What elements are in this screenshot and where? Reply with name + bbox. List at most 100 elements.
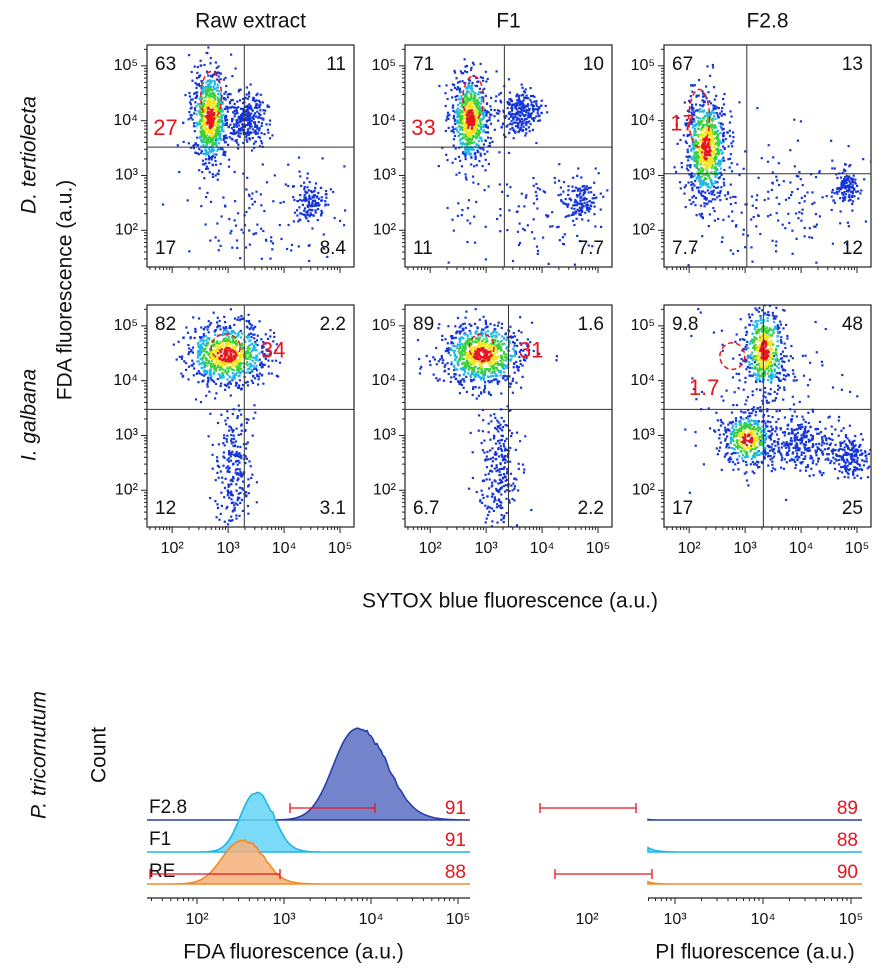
event-dot: [217, 115, 220, 119]
event-dot: [721, 107, 724, 110]
event-dot: [201, 96, 204, 99]
event-dot: [831, 188, 834, 191]
event-dot: [783, 287, 785, 289]
event-dot: [209, 373, 212, 376]
event-dot: [476, 80, 479, 83]
event-dot: [227, 340, 230, 343]
event-dot: [205, 127, 208, 130]
event-dot: [234, 471, 237, 474]
event-dot: [271, 242, 275, 245]
event-dot: [287, 223, 290, 227]
event-dot: [217, 324, 220, 327]
event-dot: [253, 337, 256, 340]
event-dot: [844, 193, 847, 196]
event-dot: [719, 190, 722, 193]
event-dot: [778, 183, 781, 187]
panel-frame: [146, 304, 355, 528]
event-dot: [247, 368, 250, 371]
quadrant-percent: 8.4: [320, 238, 347, 259]
event-dot: [257, 359, 260, 362]
event-dot: [535, 104, 538, 107]
event-dot: [723, 168, 726, 172]
event-dot: [207, 376, 210, 379]
event-dot: [208, 135, 211, 138]
event-dot: [305, 199, 308, 202]
event-dot: [211, 105, 214, 108]
event-dot: [522, 107, 525, 111]
event-dot: [787, 212, 790, 215]
event-dot: [484, 169, 487, 172]
event-dot: [248, 460, 251, 463]
event-dot: [849, 177, 852, 180]
event-dot: [320, 214, 323, 217]
event-dot: [567, 193, 570, 196]
event-dot: [189, 146, 193, 149]
event-dot: [211, 349, 214, 352]
event-dot: [214, 109, 217, 112]
event-dot: [696, 116, 700, 120]
event-dot: [230, 106, 233, 109]
event-dot: [317, 197, 321, 200]
event-dot: [230, 442, 233, 445]
event-dot: [182, 336, 185, 339]
event-dot: [693, 164, 696, 167]
event-dot: [701, 95, 705, 98]
event-dot: [252, 114, 256, 117]
event-dot: [224, 326, 228, 329]
event-dot: [239, 329, 242, 332]
event-dot: [808, 236, 811, 239]
event-dot: [307, 202, 311, 205]
event-dot: [512, 128, 515, 131]
y-tick-label: 10³: [373, 167, 397, 184]
event-dot: [522, 93, 525, 96]
event-dot: [502, 420, 506, 423]
event-dot: [206, 362, 209, 365]
event-dot: [710, 171, 713, 174]
event-dot: [254, 377, 257, 380]
event-dot: [519, 102, 522, 105]
event-dot: [209, 368, 212, 371]
event-dot: [296, 209, 299, 212]
event-dot: [292, 196, 295, 199]
event-dot: [239, 336, 242, 339]
event-dot: [452, 144, 455, 147]
event-dot: [233, 132, 236, 135]
event-dot: [197, 381, 200, 384]
event-dot: [814, 225, 817, 228]
event-dot: [511, 391, 514, 394]
event-dot: [214, 333, 217, 336]
event-dot: [270, 372, 273, 375]
event-dot: [213, 364, 216, 367]
event-dot: [683, 101, 686, 104]
event-dot: [303, 209, 306, 212]
event-dot: [220, 333, 223, 337]
event-dot: [240, 487, 243, 490]
event-dot: [572, 211, 575, 214]
event-dot: [694, 125, 697, 128]
event-dot: [235, 141, 239, 144]
event-dot: [788, 221, 791, 225]
event-dot: [214, 136, 217, 139]
event-dot: [248, 529, 250, 531]
event-dot: [229, 353, 232, 357]
quadrant-percent: 11: [326, 54, 346, 75]
event-dot: [714, 198, 717, 201]
event-dot: [700, 215, 703, 218]
event-dot: [700, 132, 703, 135]
event-dot: [253, 130, 257, 133]
event-dot: [316, 208, 320, 211]
event-dot: [848, 180, 851, 183]
event-dot: [214, 61, 217, 64]
event-dot: [464, 115, 467, 118]
event-dot: [703, 205, 706, 208]
event-dot: [472, 123, 475, 126]
event-dot: [504, 440, 507, 443]
event-dot: [222, 326, 225, 329]
event-dot: [237, 358, 240, 361]
event-dot: [522, 227, 525, 230]
event-dot: [489, 113, 492, 116]
event-dot: [209, 124, 212, 127]
event-dot: [458, 113, 461, 116]
gate-ellipse: [688, 88, 711, 148]
event-dot: [455, 77, 458, 80]
